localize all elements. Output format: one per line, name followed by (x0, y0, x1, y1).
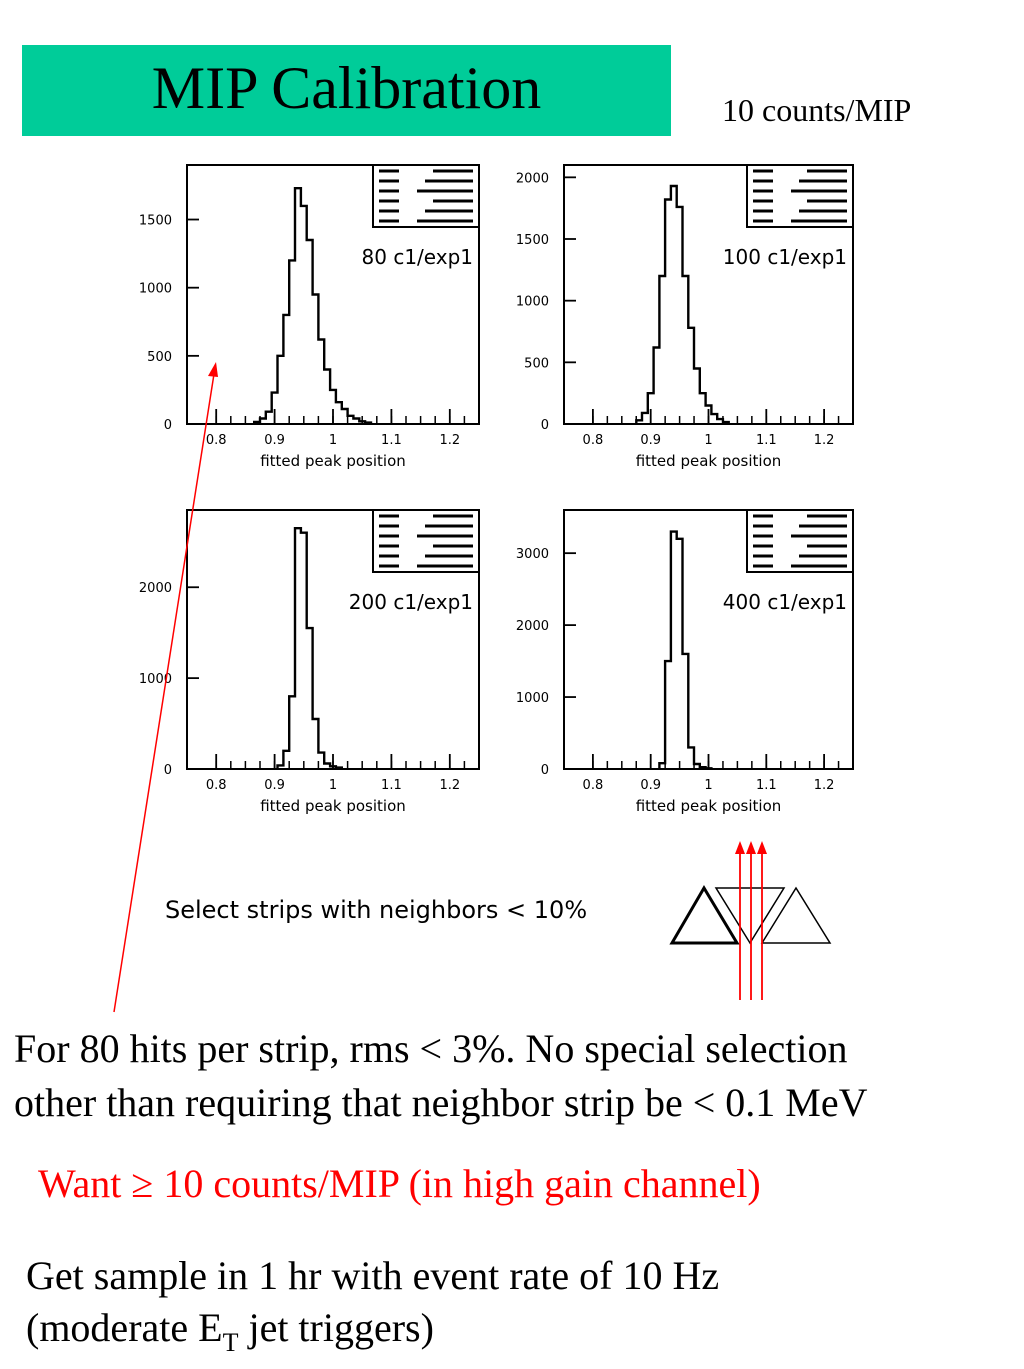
x-tick-label: 0.8 (583, 433, 604, 448)
x-tick-label: 1 (704, 778, 712, 793)
slide-title: MIP Calibration (151, 55, 542, 121)
title-banner: MIP Calibration (22, 45, 671, 136)
strip-triangle-inverted-icon (714, 887, 786, 945)
track-arrowhead-icon (746, 841, 756, 854)
sample-line-2-end: jet triggers) (238, 1305, 434, 1350)
x-tick-label: 0.9 (640, 433, 661, 448)
y-tick-label: 2000 (516, 171, 549, 186)
y-tick-label: 500 (147, 350, 172, 365)
strip-triangle-thick-icon (669, 885, 740, 945)
strip-selection-note: Select strips with neighbors < 10% (165, 896, 588, 924)
panel-label: 200 c1/exp1 (349, 590, 473, 614)
x-tick-label: 1.1 (381, 433, 402, 448)
rms-statement: For 80 hits per strip, rms < 3%. No spec… (14, 1022, 867, 1130)
rms-statement-line-1: For 80 hits per strip, rms < 3%. No spec… (14, 1026, 848, 1071)
x-tick-label: 1 (704, 433, 712, 448)
x-axis-label: fitted peak position (260, 452, 406, 470)
y-tick-label: 0 (541, 418, 549, 433)
greater-equal-symbol: ≥ (131, 1161, 154, 1206)
x-axis-label: fitted peak position (636, 797, 782, 815)
histogram-series-line (635, 184, 730, 424)
x-tick-label: 1 (329, 433, 337, 448)
x-tick-label: 1.2 (814, 778, 835, 793)
et-subscript: T (222, 1328, 239, 1357)
histogram-panel: 80 c1/exp1 0.8 0.9 1 1.1 1.2 0 500 1000 1500 fitte… (139, 164, 480, 470)
x-axis-label: fitted peak position (636, 452, 782, 470)
counts-per-mip-note: 10 counts/MIP (722, 92, 912, 128)
gain-requirement-prefix: Want (38, 1161, 132, 1206)
sample-statement-line-1: Get sample in 1 hr with event rate of 10… (26, 1253, 720, 1298)
sample-line-2-start: (moderate E (26, 1305, 223, 1350)
x-tick-label: 0.8 (206, 778, 227, 793)
y-tick-label: 0 (164, 418, 172, 433)
y-tick-label: 2000 (516, 619, 549, 634)
panel-label: 100 c1/exp1 (723, 245, 847, 269)
histogram-series-line (658, 530, 713, 770)
y-tick-label: 1000 (139, 672, 172, 687)
x-tick-label: 0.8 (206, 433, 227, 448)
y-tick-label: 1000 (139, 282, 172, 297)
track-arrowhead-icon (757, 841, 767, 854)
gain-requirement: Want ≥ 10 counts/MIP (in high gain chann… (38, 1160, 761, 1207)
stats-box (372, 509, 480, 573)
y-tick-label: 1500 (139, 214, 172, 229)
x-tick-label: 0.9 (264, 433, 285, 448)
histogram-panel: 400 c1/exp1 0.8 0.9 1 1.1 1.2 0 1000 2000 3000 fit… (516, 509, 854, 815)
track-arrowhead-icon (735, 841, 745, 854)
y-tick-label: 1500 (516, 233, 549, 248)
x-tick-label: 1 (329, 778, 337, 793)
x-tick-label: 1.1 (756, 433, 777, 448)
y-tick-label: 1000 (516, 295, 549, 310)
histogram-panel: 200 c1/exp1 0.8 0.9 1 1.1 1.2 0 1000 2000 fitted … (139, 509, 480, 815)
sample-statement-line-2: (moderate ET jet triggers) (26, 1302, 719, 1369)
stats-box (746, 509, 854, 573)
strip-triangle-icon (760, 886, 832, 944)
sample-statement: Get sample in 1 hr with event rate of 10… (26, 1250, 719, 1369)
gain-requirement-text: 10 counts/MIP (in high gain channel) (153, 1161, 761, 1206)
rms-statement-line-2: other than requiring that neighbor strip… (14, 1080, 868, 1125)
y-tick-label: 3000 (516, 547, 549, 562)
histogram-series-line (253, 187, 373, 424)
panel-label: 400 c1/exp1 (723, 590, 847, 614)
x-axis-label: fitted peak position (260, 797, 406, 815)
y-tick-label: 500 (524, 356, 549, 371)
y-tick-label: 0 (164, 763, 172, 778)
pointer-arrow-line (113, 373, 215, 1013)
y-tick-label: 0 (541, 763, 549, 778)
histogram-series-line (276, 527, 343, 769)
x-tick-label: 1.2 (439, 433, 460, 448)
x-tick-label: 1.2 (814, 433, 835, 448)
histogram-panel: 100 c1/exp1 0.8 0.9 1 1.1 1.2 0 500 1000 1500 2000… (516, 164, 854, 470)
x-tick-label: 1.1 (756, 778, 777, 793)
stats-box (372, 164, 480, 228)
x-tick-label: 0.9 (640, 778, 661, 793)
stats-box (746, 164, 854, 228)
x-tick-label: 1.2 (439, 778, 460, 793)
y-tick-label: 1000 (516, 691, 549, 706)
x-tick-label: 1.1 (381, 778, 402, 793)
x-tick-label: 0.9 (264, 778, 285, 793)
arrowhead-icon (208, 362, 218, 377)
x-tick-label: 0.8 (583, 778, 604, 793)
y-tick-label: 2000 (139, 581, 172, 596)
panel-label: 80 c1/exp1 (362, 245, 473, 269)
